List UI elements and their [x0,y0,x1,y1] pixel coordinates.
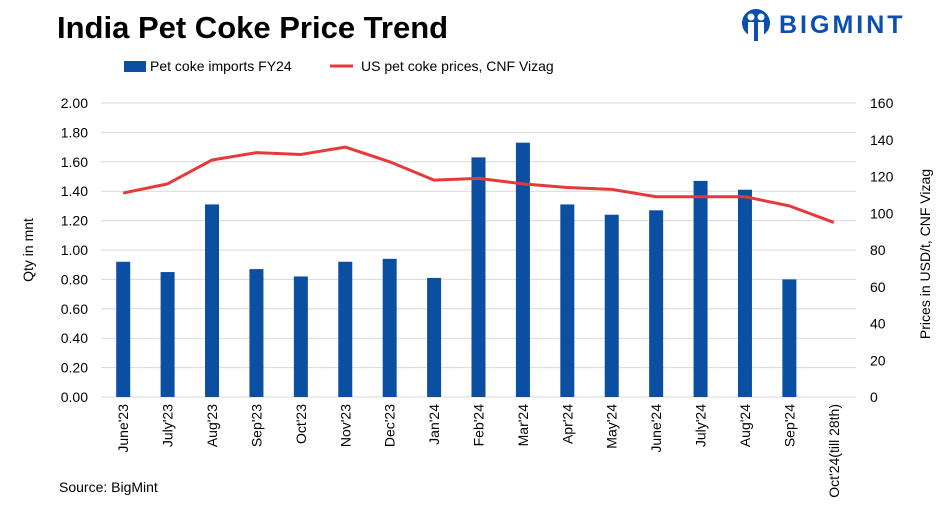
y-tick-label: 1.00 [61,242,88,258]
y2-tick-label: 20 [870,352,886,368]
y2-tick-label: 120 [870,169,894,185]
bar [471,157,486,397]
y-tick-label: 2.00 [61,95,88,111]
y-tick-label: 0.40 [61,330,88,346]
bar [515,142,530,397]
y2-tick-label: 100 [870,205,894,221]
x-tick-label: Sep'23 [248,404,264,447]
x-tick-label: Aug'24 [737,404,753,447]
bar [649,210,664,397]
y-tick-label: 1.60 [61,154,88,170]
y-axis-title: Qty in mnt [20,218,36,282]
y2-tick-label: 80 [870,242,886,258]
bar [737,189,752,397]
bar [693,180,708,397]
x-tick-label: July'24 [693,404,709,447]
y2-tick-label: 0 [870,389,878,405]
legend-line-label: US pet coke prices, CNF Vizag [361,58,554,74]
x-tick-label: June'24 [648,404,664,453]
x-tick-label: Jan'24 [426,404,442,445]
x-tick-label: May'24 [604,404,620,449]
x-tick-label: Dec'23 [382,404,398,447]
x-tick-label: Oct'23 [293,404,309,444]
x-tick-label: Aug'23 [204,404,220,447]
y2-tick-label: 140 [870,132,894,148]
y2-axis-title: Prices in USD/t, CNF Vizag [917,169,933,339]
bar [382,258,397,397]
bar [116,261,131,397]
bar [293,276,308,397]
bar [560,204,575,397]
chart-title: India Pet Coke Price Trend [57,10,449,45]
x-tick-label: Mar'24 [515,404,531,447]
y-tick-label: 1.40 [61,183,88,199]
y2-tick-label: 160 [870,95,894,111]
x-tick-label: Nov'23 [337,404,353,447]
x-tick-label: Apr'24 [559,404,575,444]
legend-bar-label: Pet coke imports FY24 [150,58,292,74]
bar [604,214,619,397]
bar [338,261,353,397]
bar [205,204,220,397]
y2-tick-label: 60 [870,279,886,295]
logo-text: BIGMINT [779,10,906,39]
x-tick-label: June'23 [115,404,131,453]
x-tick-label: Oct'24(till 28th) [826,404,842,498]
source-note: Source: BigMint [59,479,158,495]
y2-tick-label: 40 [870,316,886,332]
bar [160,272,175,397]
bar [782,279,797,397]
x-tick-label: Sep'24 [781,404,797,447]
y-tick-label: 0.80 [61,271,88,287]
bigmint-logo-icon [742,9,770,41]
y-tick-label: 0.20 [61,360,88,376]
x-tick-label: July'23 [160,404,176,447]
y-tick-label: 0.00 [61,389,88,405]
x-tick-label: Feb'24 [471,404,487,447]
bigmint-logo: BIGMINT [741,8,906,42]
y-tick-label: 1.20 [61,213,88,229]
y-tick-label: 0.60 [61,301,88,317]
y-tick-label: 1.80 [61,124,88,140]
legend-bar-swatch [124,61,146,72]
bar [427,277,442,397]
bar [249,269,264,397]
